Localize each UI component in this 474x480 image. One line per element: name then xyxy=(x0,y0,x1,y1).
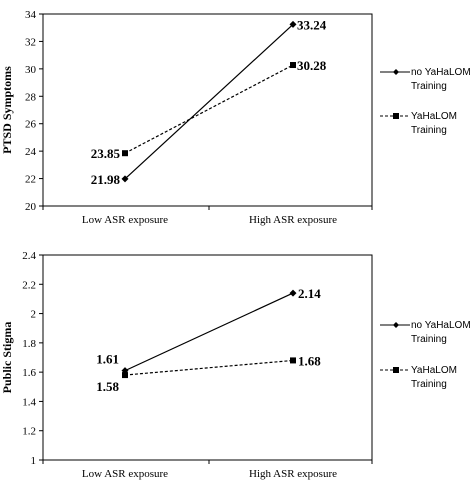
data-label: 21.98 xyxy=(91,172,121,187)
data-point-diamond xyxy=(121,175,129,183)
data-label: 23.85 xyxy=(91,146,121,161)
plot-frame xyxy=(42,254,373,461)
legend-marker-diamond xyxy=(393,322,399,328)
series-2: 23.85 30.28 xyxy=(91,58,327,161)
data-label: 1.61 xyxy=(96,352,119,367)
y-tick-label: 2.4 xyxy=(22,250,36,262)
data-label: 2.14 xyxy=(298,286,321,301)
y-tick-label: 22 xyxy=(25,174,36,186)
legend-entry-1: no YaHaLOM Training xyxy=(380,67,471,92)
data-point-square xyxy=(290,357,296,364)
y-axis-title: Public Stigma xyxy=(0,322,14,394)
legend-label: YaHaLOM xyxy=(411,111,457,122)
legend-marker-square xyxy=(393,113,399,119)
data-point-square xyxy=(122,150,128,157)
y-tick-label: 26 xyxy=(25,119,37,131)
y-tick-label: 1.2 xyxy=(22,426,36,438)
plot-frame xyxy=(42,13,373,207)
x-tick-label: High ASR exposure xyxy=(249,468,337,480)
y-tick-label: 2 xyxy=(31,309,37,321)
legend-label: Training xyxy=(411,379,447,390)
data-label: 30.28 xyxy=(297,58,327,73)
series-line xyxy=(124,292,294,372)
y-tick-label: 20 xyxy=(25,201,37,213)
y-tick-label: 24 xyxy=(25,146,37,158)
series-1: 1.61 2.14 xyxy=(96,286,321,375)
legend-entry-2: YaHaLOM Training xyxy=(380,365,457,390)
y-tick-label: 2.2 xyxy=(22,279,36,291)
x-tick-label: Low ASR exposure xyxy=(82,214,168,226)
y-tick-label: 34 xyxy=(25,9,37,21)
x-tick-label: Low ASR exposure xyxy=(82,468,168,480)
data-point-diamond xyxy=(289,289,297,297)
data-label: 1.58 xyxy=(96,379,119,394)
series-2: 1.58 1.68 xyxy=(96,353,321,394)
y-tick-label: 1 xyxy=(31,455,37,467)
data-point-square xyxy=(290,62,296,69)
y-tick-label: 30 xyxy=(25,64,37,76)
legend-label: Training xyxy=(411,125,447,136)
legend-entry-2: YaHaLOM Training xyxy=(380,111,457,136)
y-tick-label: 1.6 xyxy=(22,367,36,379)
y-tick-label: 1.8 xyxy=(22,338,36,350)
series-line xyxy=(124,23,294,180)
data-point-diamond xyxy=(289,20,297,28)
chart-panel-2: 1 1.2 1.4 1.6 1.8 2 2.2 2.4 Low ASR exposure High… xyxy=(0,250,471,480)
legend-label: Training xyxy=(411,334,447,345)
y-tick-label: 32 xyxy=(25,36,36,48)
chart-panel-1: 20 22 24 26 28 30 32 34 Low ASR exposure High ASR… xyxy=(0,9,471,226)
data-label: 1.68 xyxy=(298,353,321,368)
data-point-square xyxy=(122,372,128,379)
legend-label: no YaHaLOM xyxy=(411,67,471,78)
data-label: 33.24 xyxy=(297,17,327,32)
series-1: 21.98 33.24 xyxy=(91,17,327,186)
legend-marker-diamond xyxy=(393,69,399,75)
y-tick-label: 28 xyxy=(25,91,37,103)
legend-marker-square xyxy=(393,367,399,373)
legend-label: YaHaLOM xyxy=(411,365,457,376)
series-line xyxy=(124,359,294,376)
y-tick-label: 1.4 xyxy=(22,396,36,408)
legend-label: Training xyxy=(411,81,447,92)
y-axis-title: PTSD Symptoms xyxy=(0,66,14,154)
x-tick-label: High ASR exposure xyxy=(249,214,337,226)
series-line xyxy=(124,64,294,154)
legend-entry-1: no YaHaLOM Training xyxy=(380,320,471,345)
legend-label: no YaHaLOM xyxy=(411,320,471,331)
